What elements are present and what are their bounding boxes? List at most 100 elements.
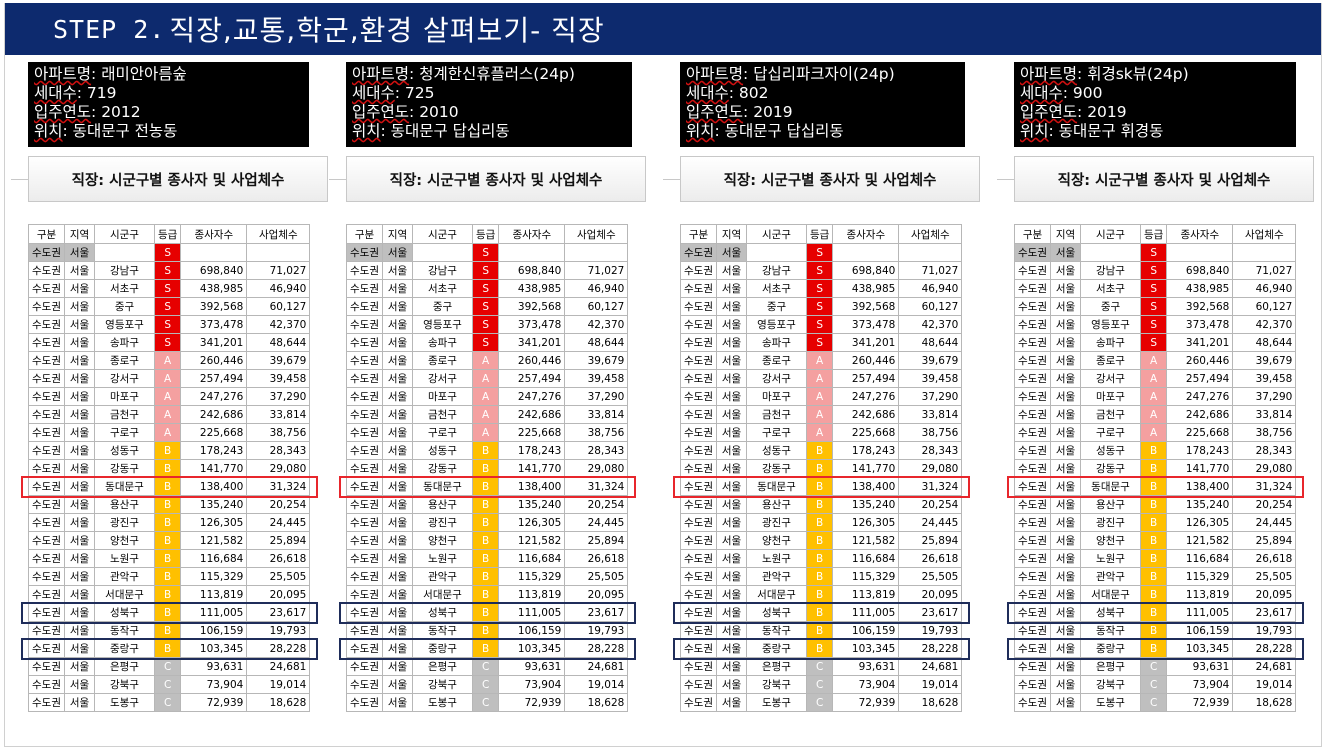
column-header: 구분 [28, 224, 65, 244]
household-count-row: 세대수: 900 [1020, 84, 1290, 103]
area-cell: 수도권 [28, 351, 65, 370]
district-cell: 용산구 [1079, 495, 1141, 514]
workers-cell: 392,568 [180, 297, 248, 316]
area-cell: 수도권 [680, 621, 717, 640]
grade-cell: A [1139, 405, 1168, 424]
area-cell: 수도권 [680, 675, 717, 694]
district-cell: 영등포구 [411, 315, 473, 334]
grade-cell: B [1139, 531, 1168, 550]
city-cell: 서울 [381, 351, 413, 370]
city-cell: 서울 [715, 675, 747, 694]
city-cell: 서울 [1049, 567, 1081, 586]
city-cell: 서울 [63, 657, 95, 676]
business-cell: 25,505 [564, 567, 629, 586]
area-cell: 수도권 [1014, 279, 1051, 298]
region-gu-cell [745, 243, 807, 262]
workers-cell: 341,201 [1166, 333, 1234, 352]
grade-cell: A [471, 405, 500, 424]
apartment-info-box: 아파트명: 청계한신휴플러스(24p) 세대수: 725 입주연도: 2010 위치:… [346, 62, 632, 147]
city-cell: 서울 [381, 603, 413, 622]
table-row: 수도권 서울 노원구 B 116,684 26,618 [680, 549, 963, 568]
table-row: 수도권 서울 송파구 S 341,201 48,644 [28, 333, 311, 352]
location-label: 위치 [352, 122, 381, 140]
business-cell: 25,894 [898, 531, 963, 550]
city-cell: 서울 [63, 333, 95, 352]
business-cell: 60,127 [246, 297, 311, 316]
district-cell: 강북구 [745, 675, 807, 694]
workers-cell: 126,305 [498, 513, 566, 532]
business-cell: 18,628 [1232, 693, 1297, 712]
table-row: 수도권 서울 강동구 B 141,770 29,080 [1014, 459, 1297, 478]
district-cell: 구로구 [93, 423, 155, 442]
area-cell: 수도권 [1014, 639, 1051, 658]
city-cell: 서울 [63, 513, 95, 532]
workers-cell: 115,329 [832, 567, 900, 586]
table-row: 수도권 서울 동대문구 B 138,400 31,324 [680, 477, 963, 496]
city-cell: 서울 [381, 333, 413, 352]
workers-cell: 116,684 [832, 549, 900, 568]
area-cell: 수도권 [346, 495, 383, 514]
grade-cell: C [1139, 675, 1168, 694]
table-row: 수도권 서울 광진구 B 126,305 24,445 [1014, 513, 1297, 532]
table-row: 수도권 서울 도봉구 C 72,939 18,628 [680, 693, 963, 712]
area-cell: 수도권 [346, 693, 383, 712]
grade-cell: B [471, 513, 500, 532]
grade-cell: C [153, 675, 182, 694]
business-cell: 24,445 [898, 513, 963, 532]
apartment-panel: 아파트명: 청계한신휴플러스(24p) 세대수: 725 입주연도: 2010 위치:… [329, 62, 646, 742]
business-cell: 19,014 [564, 675, 629, 694]
grade-cell: S [1139, 261, 1168, 280]
district-cell: 종로구 [93, 351, 155, 370]
region-gu-cell [93, 243, 155, 262]
table-row: 수도권 서울 양천구 B 121,582 25,894 [680, 531, 963, 550]
area-cell: 수도권 [680, 405, 717, 424]
highlight-red-box [672, 475, 970, 498]
district-cell: 강남구 [93, 261, 155, 280]
district-cell: 동대문구 [1079, 477, 1141, 496]
workers-cell: 73,904 [832, 675, 900, 694]
table-row: 수도권 서울 은평구 C 93,631 24,681 [28, 657, 311, 676]
sheet-title-text: 직장: 시군구별 종사자 및 사업체수 [389, 172, 603, 189]
region-workers-cell [1166, 243, 1234, 262]
city-cell: 서울 [1049, 531, 1081, 550]
district-cell: 마포구 [1079, 387, 1141, 406]
city-cell: 서울 [381, 657, 413, 676]
grade-cell: B [471, 585, 500, 604]
apartment-info-box: 아파트명: 휘경sk뷰(24p) 세대수: 900 입주연도: 2019 위치: 동대… [1014, 62, 1296, 147]
workers-cell: 72,939 [1166, 693, 1234, 712]
business-cell: 19,014 [1232, 675, 1297, 694]
city-cell: 서울 [381, 531, 413, 550]
region-gu-cell [1079, 243, 1141, 262]
title-text: 직장,교통,학군,환경 살펴보기- 직장 [169, 14, 605, 47]
apartment-name-label: 아파트명 [34, 65, 92, 83]
area-cell: 수도권 [1014, 369, 1051, 388]
workers-cell: 121,582 [498, 531, 566, 550]
location-value: : 동대문구 답십리동 [714, 122, 844, 140]
location-row: 위치: 동대문구 휘경동 [1020, 122, 1290, 141]
district-cell: 용산구 [411, 495, 473, 514]
district-cell: 강서구 [1079, 369, 1141, 388]
area-cell: 수도권 [346, 297, 383, 316]
workers-cell: 115,329 [498, 567, 566, 586]
apartment-panel: 아파트명: 답십리파크자이(24p) 세대수: 802 입주연도: 2019 위치: … [663, 62, 980, 742]
workers-cell: 178,243 [832, 441, 900, 460]
highlight-navy-box [20, 637, 318, 660]
apartment-panel: 아파트명: 래미안아름숲 세대수: 719 입주연도: 2012 위치: 동대문구 전… [11, 62, 328, 742]
city-cell: 서울 [63, 351, 95, 370]
table-row: 수도권 서울 도봉구 C 72,939 18,628 [346, 693, 629, 712]
business-cell: 25,505 [898, 567, 963, 586]
household-count-row: 세대수: 719 [34, 84, 303, 103]
apartment-name-label: 아파트명 [352, 65, 410, 83]
district-cell: 관악구 [93, 567, 155, 586]
workers-cell: 373,478 [1166, 315, 1234, 334]
move-in-year-row: 입주연도: 2010 [352, 103, 626, 122]
grade-cell: B [805, 513, 834, 532]
workers-cell: 113,819 [832, 585, 900, 604]
table-row: 수도권 서울 중구 S 392,568 60,127 [346, 297, 629, 316]
business-cell: 71,027 [1232, 261, 1297, 280]
grade-cell: B [805, 567, 834, 586]
grade-cell: A [153, 387, 182, 406]
workers-cell: 341,201 [498, 333, 566, 352]
business-cell: 42,370 [564, 315, 629, 334]
area-cell: 수도권 [346, 405, 383, 424]
